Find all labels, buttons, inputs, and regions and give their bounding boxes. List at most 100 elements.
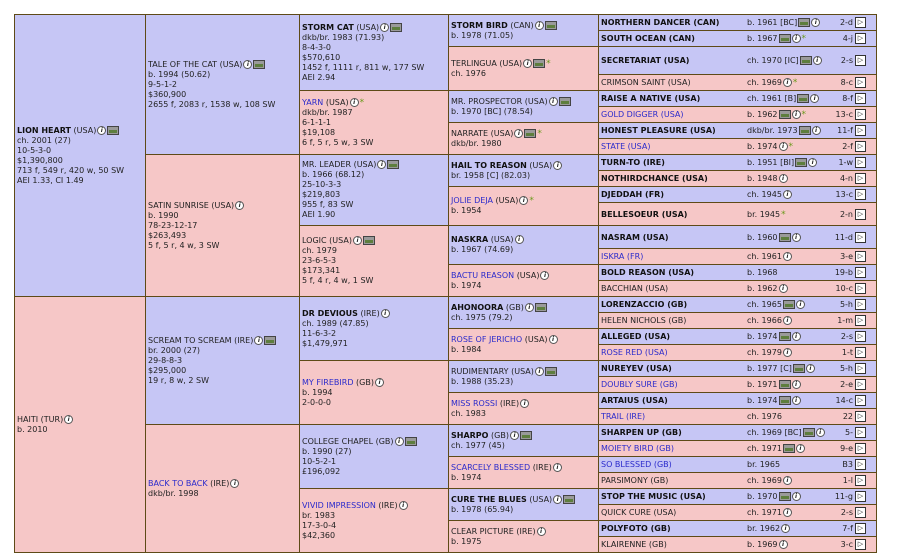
info-icon[interactable]: i xyxy=(781,524,791,533)
horse-name[interactable]: STORM BIRD xyxy=(451,20,508,30)
info-icon[interactable]: i xyxy=(791,380,801,389)
info-icon[interactable]: i xyxy=(235,200,245,210)
play-icon[interactable]: ▷ xyxy=(855,459,866,470)
horse-name[interactable]: BOLD REASON (USA) xyxy=(601,268,695,277)
play-icon[interactable]: ▷ xyxy=(855,299,866,310)
photo-icon[interactable] xyxy=(778,492,791,501)
horse-name[interactable]: SECRETARIAT (USA) xyxy=(601,56,690,65)
photo-icon[interactable] xyxy=(778,34,791,43)
horse-name[interactable]: MISS ROSSI xyxy=(451,398,498,408)
info-icon[interactable]: i xyxy=(808,158,818,167)
info-icon[interactable]: i xyxy=(398,500,408,510)
info-icon[interactable]: i xyxy=(791,110,801,119)
horse-name[interactable]: TRAIL (IRE) xyxy=(601,412,646,421)
photo-icon[interactable] xyxy=(778,232,791,242)
play-icon[interactable]: ▷ xyxy=(855,427,866,438)
horse-name[interactable]: PARSIMONY (GB) xyxy=(601,476,669,485)
play-icon[interactable]: ▷ xyxy=(855,189,866,200)
info-icon[interactable]: i xyxy=(534,20,544,30)
horse-name[interactable]: NUREYEV (USA) xyxy=(601,364,672,373)
horse-name[interactable]: CLEAR PICTURE xyxy=(451,526,514,536)
horse-name[interactable]: SOUTH OCEAN (CAN) xyxy=(601,34,695,43)
play-icon[interactable]: ▷ xyxy=(855,507,866,518)
horse-name[interactable]: BELLESOEUR (USA) xyxy=(601,209,688,219)
info-icon[interactable]: i xyxy=(782,508,792,517)
horse-name[interactable]: MR. PROSPECTOR xyxy=(451,96,523,106)
photo-icon[interactable] xyxy=(563,494,576,504)
play-icon[interactable]: ▷ xyxy=(855,208,866,220)
horse-name[interactable]: SCREAM TO SCREAM xyxy=(148,335,232,345)
horse-name[interactable]: NORTHERN DANCER (CAN) xyxy=(601,18,720,27)
info-icon[interactable]: i xyxy=(520,398,530,408)
photo-icon[interactable] xyxy=(519,430,532,440)
play-icon[interactable]: ▷ xyxy=(855,125,866,136)
horse-name[interactable]: ISKRA (FR) xyxy=(601,252,644,261)
photo-icon[interactable] xyxy=(264,335,277,345)
horse-name[interactable]: DR DEVIOUS xyxy=(302,308,358,318)
horse-name[interactable]: LORENZACCIO (GB) xyxy=(601,300,688,309)
play-icon[interactable]: ▷ xyxy=(855,347,866,358)
horse-name[interactable]: BACTU REASON xyxy=(451,270,515,280)
info-icon[interactable]: i xyxy=(514,235,524,244)
horse-name[interactable]: TERLINGUA xyxy=(451,58,497,68)
horse-name[interactable]: SHARPO xyxy=(451,430,489,440)
photo-icon[interactable] xyxy=(544,366,557,376)
horse-name[interactable]: HELEN NICHOLS (GB) xyxy=(601,316,687,325)
info-icon[interactable]: i xyxy=(782,78,792,87)
horse-name[interactable]: POLYFOTO (GB) xyxy=(601,524,671,533)
play-icon[interactable]: ▷ xyxy=(855,77,866,88)
info-icon[interactable]: i xyxy=(778,284,788,293)
play-icon[interactable]: ▷ xyxy=(855,109,866,120)
info-icon[interactable]: i xyxy=(552,462,562,472)
info-icon[interactable]: i xyxy=(514,128,524,138)
horse-name[interactable]: MOIETY BIRD (GB) xyxy=(601,444,674,453)
info-icon[interactable]: i xyxy=(812,56,822,65)
horse-name[interactable]: VIVID IMPRESSION xyxy=(302,500,376,510)
play-icon[interactable]: ▷ xyxy=(855,443,866,454)
info-icon[interactable]: i xyxy=(791,396,801,405)
play-icon[interactable]: ▷ xyxy=(855,331,866,342)
horse-name[interactable]: TURN-TO (IRE) xyxy=(601,158,665,167)
info-icon[interactable]: i xyxy=(64,414,74,424)
photo-icon[interactable] xyxy=(524,128,537,138)
play-icon[interactable]: ▷ xyxy=(855,267,866,278)
horse-name[interactable]: KLAIRENNE (GB) xyxy=(601,540,667,549)
play-icon[interactable]: ▷ xyxy=(855,539,866,550)
play-icon[interactable]: ▷ xyxy=(855,315,866,326)
info-icon[interactable]: i xyxy=(509,430,519,440)
photo-icon[interactable] xyxy=(390,22,403,32)
photo-icon[interactable] xyxy=(558,96,571,106)
horse-name[interactable]: ROSE RED (USA) xyxy=(601,348,668,357)
photo-icon[interactable] xyxy=(534,302,547,312)
info-icon[interactable]: i xyxy=(349,97,359,107)
horse-name[interactable]: CRIMSON SAINT (USA) xyxy=(601,78,691,87)
horse-name[interactable]: ROSE OF JERICHO xyxy=(451,334,523,344)
photo-icon[interactable] xyxy=(782,300,795,309)
photo-icon[interactable] xyxy=(253,59,266,69)
horse-name[interactable]: BACCHIAN (USA) xyxy=(601,284,669,293)
horse-name[interactable]: NASRAM (USA) xyxy=(601,232,669,242)
info-icon[interactable]: i xyxy=(791,232,801,242)
info-icon[interactable]: i xyxy=(791,332,801,341)
play-icon[interactable]: ▷ xyxy=(855,157,866,168)
info-icon[interactable]: i xyxy=(782,190,792,199)
play-icon[interactable]: ▷ xyxy=(855,17,866,28)
photo-icon[interactable] xyxy=(782,444,795,453)
horse-name[interactable]: LION HEART xyxy=(17,125,71,135)
horse-name[interactable]: SO BLESSED (GB) xyxy=(601,460,672,469)
info-icon[interactable]: i xyxy=(791,34,801,43)
info-icon[interactable]: i xyxy=(778,174,788,183)
horse-name[interactable]: ALLEGED (USA) xyxy=(601,332,671,341)
play-icon[interactable]: ▷ xyxy=(855,395,866,406)
info-icon[interactable]: i xyxy=(795,300,805,309)
photo-icon[interactable] xyxy=(792,364,805,373)
info-icon[interactable]: i xyxy=(815,428,825,437)
horse-name[interactable]: GOLD DIGGER (USA) xyxy=(601,110,684,119)
horse-name[interactable]: JOLIE DEJA xyxy=(451,196,493,205)
horse-name[interactable]: BACK TO BACK xyxy=(148,478,208,488)
horse-name[interactable]: NASKRA xyxy=(451,235,489,244)
info-icon[interactable]: i xyxy=(782,316,792,325)
info-icon[interactable]: i xyxy=(97,125,107,135)
photo-icon[interactable] xyxy=(533,58,546,68)
photo-icon[interactable] xyxy=(778,332,791,341)
